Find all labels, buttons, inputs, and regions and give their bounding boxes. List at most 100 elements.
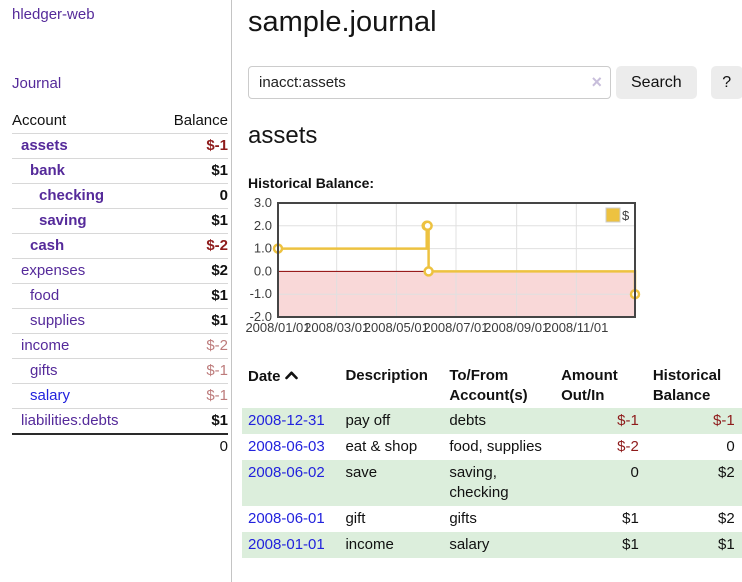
transaction-description: income	[345, 536, 394, 553]
svg-text:2008/05/01: 2008/05/01	[364, 320, 429, 335]
journal-link[interactable]: Journal	[12, 75, 62, 92]
account-row: bank $1	[12, 158, 228, 184]
sort-ascending-icon	[284, 366, 298, 386]
transaction-date-cell: 2008-06-01	[242, 506, 339, 532]
svg-text:-2.0: -2.0	[250, 309, 272, 324]
account-row: gifts $-1	[12, 358, 228, 384]
transaction-amount: $1	[622, 536, 639, 553]
account-link-food[interactable]: food	[30, 287, 60, 304]
transaction-amount: 0	[630, 464, 639, 481]
search-form: × Search ?	[248, 66, 742, 99]
svg-text:3.0: 3.0	[254, 198, 272, 210]
transaction-row: 2008-12-31 pay off debts $-1 $-1	[242, 408, 742, 434]
sidebar: hledger-web Journal Account Balance asse…	[0, 0, 232, 582]
transaction-balance: $2	[718, 464, 735, 481]
transaction-amount: $-1	[617, 412, 639, 429]
account-link-salary[interactable]: salary	[30, 387, 71, 404]
account-row: supplies $1	[12, 308, 228, 334]
account-link-income[interactable]: income	[21, 337, 70, 354]
transaction-date-link[interactable]: 2008-06-01	[248, 510, 325, 527]
accounts-header-account: Account	[12, 109, 156, 134]
svg-text:2008/07/01: 2008/07/01	[423, 320, 488, 335]
account-balance: $1	[155, 408, 228, 434]
transaction-accounts: saving, checking	[449, 464, 509, 501]
account-row: income $-2	[12, 333, 228, 359]
svg-text:0.0: 0.0	[254, 263, 272, 278]
register-header-amount: Amount Out/In	[561, 367, 618, 404]
transaction-row: 2008-01-01 income salary $1 $1	[242, 532, 742, 558]
account-heading: assets	[248, 122, 318, 149]
transaction-description: gift	[345, 510, 366, 527]
transaction-amount: $-2	[617, 438, 639, 455]
transaction-date-link[interactable]: 2008-06-03	[248, 438, 325, 455]
main-content: sample.journal × Search ? assets Histori…	[232, 0, 742, 582]
svg-text:2008/11/01: 2008/11/01	[544, 320, 608, 335]
account-balance: $-1	[155, 383, 228, 409]
accounts-total-row: 0	[12, 433, 228, 459]
transaction-description: pay off	[345, 412, 391, 429]
help-button[interactable]: ?	[710, 66, 742, 99]
svg-text:-1.0: -1.0	[250, 286, 272, 301]
account-row: salary $-1	[12, 383, 228, 409]
account-link-assets[interactable]: assets	[21, 137, 68, 154]
account-row: liabilities:debts $1	[12, 408, 228, 434]
search-button[interactable]: Search	[616, 66, 697, 99]
search-box: ×	[248, 66, 611, 99]
account-balance: $-1	[155, 358, 228, 384]
account-balance: $2	[155, 258, 228, 284]
account-link-checking[interactable]: checking	[39, 187, 105, 204]
account-balance: $-1	[206, 137, 228, 154]
transaction-date-cell: 2008-06-02	[242, 460, 339, 506]
chart-title: Historical Balance:	[248, 175, 375, 191]
transaction-date-link[interactable]: 2008-06-02	[248, 464, 325, 481]
account-link-liabilities-debts[interactable]: liabilities:debts	[21, 412, 119, 429]
transaction-balance: 0	[726, 438, 735, 455]
svg-text:2008/09/01: 2008/09/01	[484, 320, 549, 335]
accounts-header-balance: Balance	[155, 109, 228, 134]
transaction-date-link[interactable]: 2008-12-31	[248, 412, 325, 429]
account-row: assets $-1	[12, 134, 228, 159]
account-link-saving[interactable]: saving	[39, 212, 87, 229]
account-row: food $1	[12, 283, 228, 309]
accounts-table: Account Balance assets $-1 bank $1 checking 0…	[12, 109, 228, 459]
account-link-supplies[interactable]: supplies	[30, 312, 86, 329]
register-header-description: Description	[345, 367, 428, 384]
register-header-accounts: To/From Account(s)	[449, 367, 528, 404]
page-title: sample.journal	[248, 6, 437, 38]
account-balance: $-2	[155, 233, 228, 259]
transaction-amount: $1	[622, 510, 639, 527]
register-header-date[interactable]: Date	[242, 364, 339, 408]
search-input[interactable]	[248, 66, 611, 99]
svg-text:2008/01/01: 2008/01/01	[245, 320, 310, 335]
account-balance: $-2	[155, 333, 228, 359]
account-row: saving $1	[12, 208, 228, 234]
account-balance: $1	[155, 158, 228, 184]
account-link-bank[interactable]: bank	[30, 162, 66, 179]
transaction-balance: $-1	[713, 412, 735, 429]
account-balance: $1	[155, 308, 228, 334]
transaction-accounts: gifts	[449, 510, 477, 527]
transaction-balance: $1	[718, 536, 735, 553]
transaction-balance: $2	[718, 510, 735, 527]
transaction-row: 2008-06-03 eat & shop food, supplies $-2 0	[242, 434, 742, 460]
svg-text:2008/03/01: 2008/03/01	[304, 320, 369, 335]
transaction-accounts: debts	[449, 412, 487, 429]
svg-text:1.0: 1.0	[254, 241, 272, 256]
transaction-accounts: food, supplies	[449, 438, 542, 455]
account-link-expenses[interactable]: expenses	[21, 262, 86, 279]
account-row: checking 0	[12, 183, 228, 209]
register-header-balance: Historical Balance	[652, 367, 722, 404]
transaction-date-link[interactable]: 2008-01-01	[248, 536, 325, 553]
svg-text:2.0: 2.0	[254, 218, 272, 233]
account-link-gifts[interactable]: gifts	[30, 362, 58, 379]
clear-search-icon[interactable]: ×	[591, 72, 602, 92]
account-link-cash[interactable]: cash	[30, 237, 65, 254]
account-balance: $1	[155, 208, 228, 234]
transaction-description: eat & shop	[345, 438, 418, 455]
register-table: Date Description To/From Account(s) Amou…	[242, 364, 742, 558]
transaction-date-cell: 2008-06-03	[242, 434, 339, 460]
app-title-link[interactable]: hledger-web	[12, 6, 95, 23]
svg-text:$: $	[622, 208, 630, 223]
transaction-accounts: salary	[449, 536, 490, 553]
